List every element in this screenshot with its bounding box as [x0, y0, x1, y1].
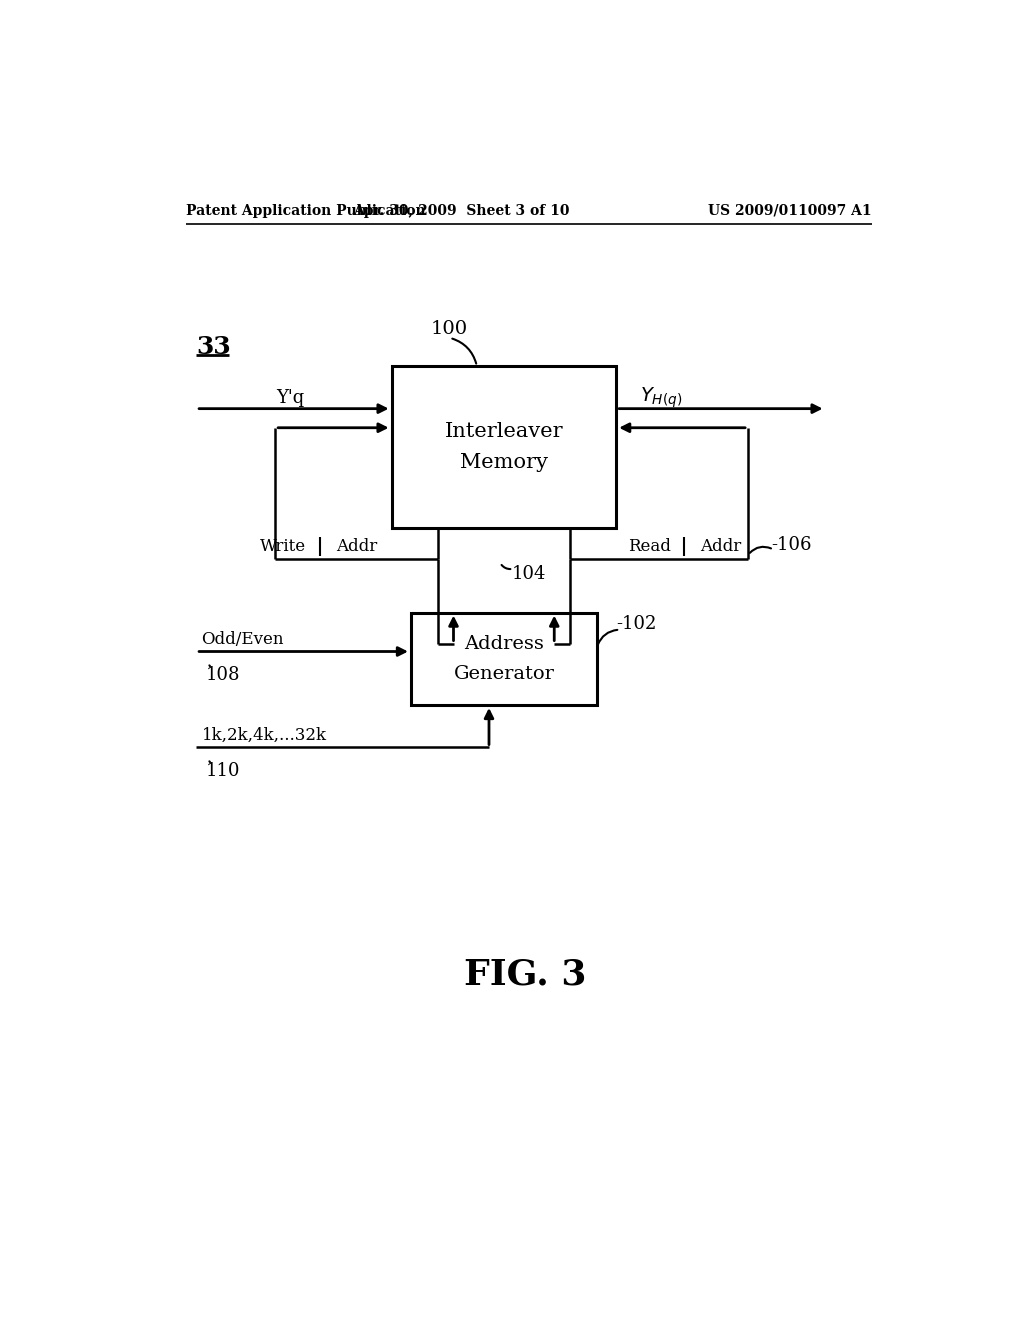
Text: Y'q: Y'q — [276, 389, 305, 407]
Text: US 2009/0110097 A1: US 2009/0110097 A1 — [709, 203, 872, 218]
Text: 100: 100 — [431, 321, 468, 338]
Text: -106: -106 — [771, 536, 812, 554]
Text: 110: 110 — [206, 762, 240, 780]
Text: 108: 108 — [206, 665, 240, 684]
Bar — [391, 367, 616, 528]
Text: FIG. 3: FIG. 3 — [464, 957, 586, 991]
Text: 33: 33 — [197, 335, 231, 359]
Text: Apr. 30, 2009  Sheet 3 of 10: Apr. 30, 2009 Sheet 3 of 10 — [353, 203, 569, 218]
Text: Odd/Even: Odd/Even — [202, 631, 284, 648]
Text: -102: -102 — [616, 615, 656, 634]
Text: $Y_{H(q)}$: $Y_{H(q)}$ — [640, 385, 682, 411]
Text: 104: 104 — [512, 565, 546, 583]
Text: Patent Application Publication: Patent Application Publication — [186, 203, 426, 218]
Text: Write: Write — [260, 539, 306, 554]
Text: Interleaver
Memory: Interleaver Memory — [444, 422, 563, 473]
Text: Read: Read — [628, 539, 671, 554]
Bar — [411, 612, 597, 705]
Text: Addr: Addr — [700, 539, 741, 554]
Text: Addr: Addr — [336, 539, 377, 554]
Text: Address
Generator: Address Generator — [454, 635, 554, 682]
Text: 1k,2k,4k,...32k: 1k,2k,4k,...32k — [202, 726, 327, 743]
